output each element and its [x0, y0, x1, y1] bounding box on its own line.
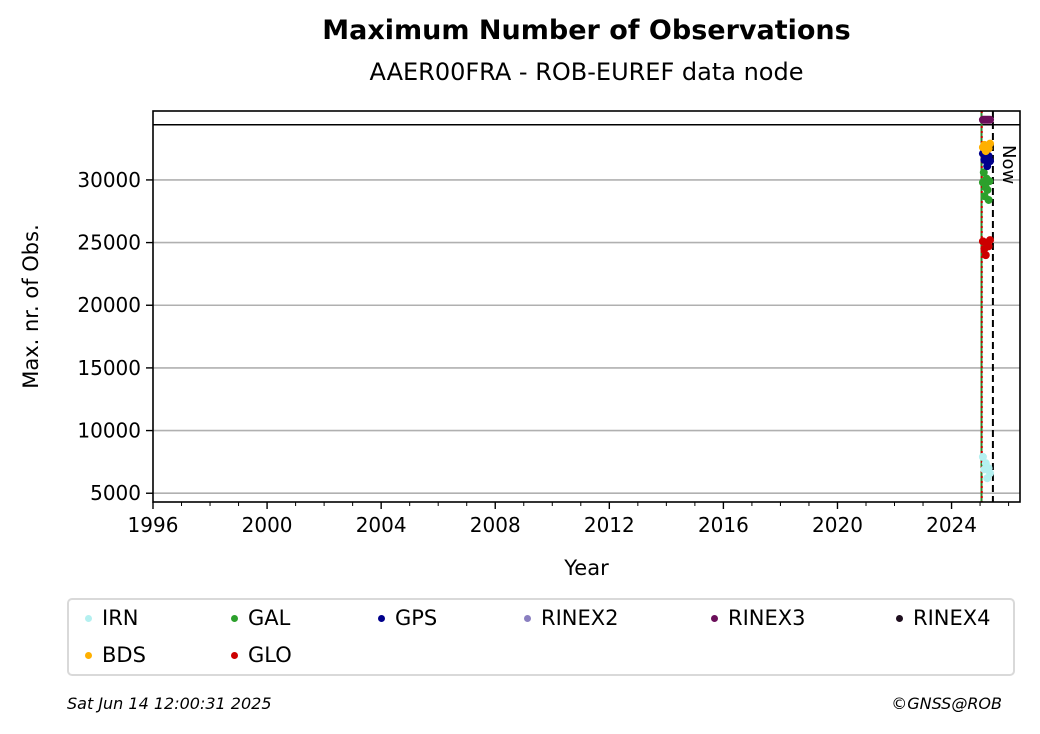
chart-subtitle: AAER00FRA - ROB-EUREF data node [369, 58, 804, 86]
legend: IRN GAL GPS RINEX2 RINEX3 RINEX4 BDS GLO [67, 598, 1015, 676]
legend-marker [711, 614, 718, 622]
copyright: ©GNSS@ROB [891, 694, 1002, 713]
data-point-irn [978, 452, 987, 461]
legend-label: RINEX4 [913, 606, 991, 630]
legend-item-irn: IRN [85, 606, 139, 630]
data-point-glo [981, 251, 990, 260]
data-point-gal [979, 168, 988, 177]
y-tick-label: 15000 [77, 356, 141, 380]
legend-label: GPS [395, 606, 438, 630]
legend-item-bds: BDS [85, 643, 146, 667]
legend-marker [85, 651, 92, 659]
x-axis-label: Year [563, 556, 609, 580]
legend-item-rinex4: RINEX4 [896, 606, 991, 630]
legend-label: BDS [102, 643, 146, 667]
x-tick-label: 1996 [128, 513, 179, 537]
legend-marker [231, 651, 238, 659]
data-point-gal [985, 177, 994, 186]
timestamp: Sat Jun 14 12:00:31 2025 [67, 694, 272, 713]
data-point-gps [986, 157, 995, 166]
legend-label: GLO [248, 643, 292, 667]
legend-marker [85, 614, 92, 622]
x-tick-label: 2004 [356, 513, 407, 537]
legend-item-rinex2: RINEX2 [524, 606, 619, 630]
legend-label: IRN [102, 606, 139, 630]
plot-frame [152, 110, 1021, 503]
legend-marker [231, 614, 238, 622]
y-tick-label: 5000 [90, 481, 141, 505]
legend-marker [524, 614, 531, 622]
legend-item-gal: GAL [231, 606, 290, 630]
data-point-glo [986, 236, 995, 245]
legend-label: RINEX3 [728, 606, 806, 630]
x-tick-label: 2024 [926, 513, 977, 537]
y-tick-label: 20000 [77, 293, 141, 317]
now-label: Now [998, 145, 1019, 184]
legend-marker [896, 614, 903, 622]
x-tick-label: 2020 [812, 513, 863, 537]
data-point-gal [984, 195, 993, 204]
data-point-glo [984, 242, 993, 251]
legend-label: GAL [248, 606, 291, 630]
data-point-bds [986, 139, 995, 148]
data-point-irn [986, 469, 995, 478]
legend-item-rinex3: RINEX3 [711, 606, 806, 630]
legend-item-glo: GLO [231, 643, 292, 667]
legend-label: RINEX2 [541, 606, 619, 630]
y-tick-label: 10000 [77, 419, 141, 443]
legend-marker [378, 614, 385, 622]
x-tick-label: 2008 [470, 513, 521, 537]
x-tick-label: 2000 [242, 513, 293, 537]
data-point-gal [983, 185, 992, 194]
x-tick-label: 2012 [584, 513, 635, 537]
x-tick-label: 2016 [698, 513, 749, 537]
legend-item-gps: GPS [378, 606, 437, 630]
data-point-rinex3 [986, 115, 995, 124]
y-axis-label: Max. nr. of Obs. [19, 224, 43, 389]
chart-title: Maximum Number of Observations [322, 15, 851, 46]
y-tick-label: 30000 [77, 168, 141, 192]
y-tick-label: 25000 [77, 231, 141, 255]
